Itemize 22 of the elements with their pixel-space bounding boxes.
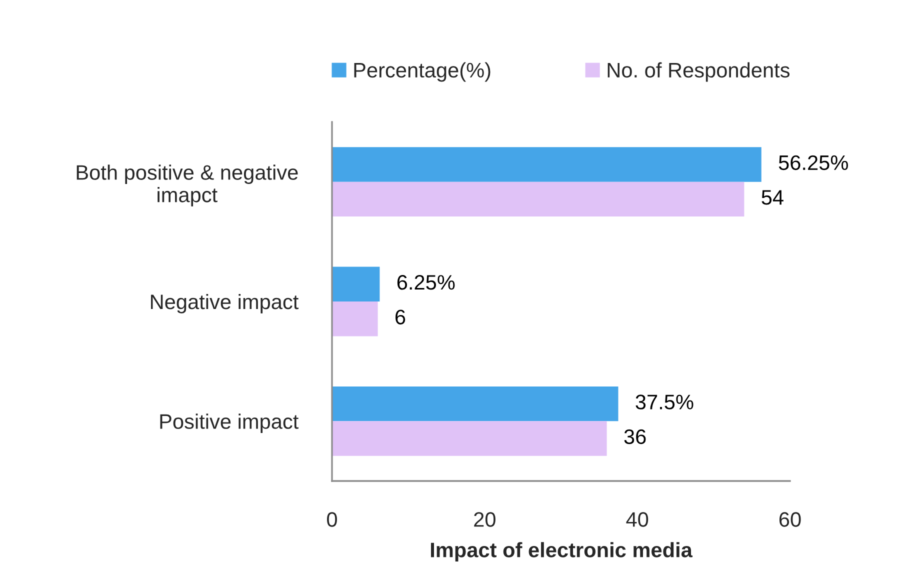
data-label: 6: [396, 310, 406, 324]
bar: [332, 302, 378, 336]
y-tick-label: Positive impact: [160, 414, 299, 434]
x-tick-label: 40: [626, 512, 648, 527]
y-tick-label: Negative impact: [151, 294, 299, 314]
bar: [332, 386, 618, 422]
bar: [332, 147, 762, 182]
data-label: 36: [624, 429, 646, 444]
x-tick-label: 0: [327, 512, 337, 527]
x-tick-label: 60: [779, 512, 801, 527]
bar: [332, 182, 744, 217]
legend-label: No. of Respondents: [608, 62, 790, 82]
data-label: 56.25%: [778, 155, 848, 170]
legend-label: Percentage(%): [354, 62, 490, 82]
x-axis-title: Impact of electronic media: [431, 542, 693, 562]
data-label: 54: [762, 190, 784, 205]
bar: [332, 421, 607, 456]
x-tick-label: 20: [474, 512, 496, 527]
data-label: 6.25%: [397, 274, 455, 290]
data-label: 37.5%: [636, 394, 694, 410]
y-tick-label: Both positive & negative imapct: [76, 164, 298, 206]
bar: [332, 266, 380, 302]
